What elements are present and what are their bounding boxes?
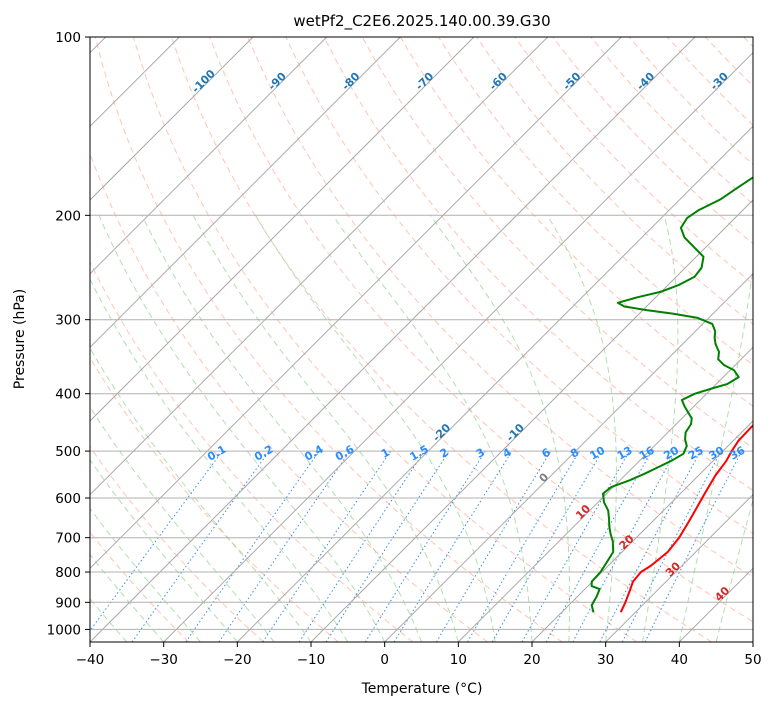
dry-adiabat-line: [132, 37, 638, 642]
y-tick-label: 800: [55, 565, 81, 581]
mixing-ratio-line: [185, 450, 320, 642]
x-axis-label: Temperature (°C): [361, 681, 483, 697]
isotherm-gridline: [90, 37, 328, 275]
mixing-ratio-line: [218, 450, 351, 642]
isotherm-gridline: [90, 37, 401, 349]
mixing-ratio-line: [298, 450, 425, 642]
y-tick-label: 600: [55, 491, 81, 507]
mixing-ratio-line: [545, 450, 653, 642]
mixing-ratio-line: [521, 450, 630, 642]
mixing-ratio-line: [131, 450, 270, 642]
x-tick-label: 10: [450, 652, 467, 668]
x-axis-ticks: −40 −30 −20 −10 0 10 20 30 40 50: [76, 642, 762, 668]
y-tick-label: 1000: [47, 622, 81, 638]
moist-adiabat-line: [90, 347, 312, 642]
plot-area: 0.1 0.2 0.4 0.6 1 1.5 2 3 4 6 8 10 13 16 20 25 30 36-100-…: [90, 37, 753, 642]
profile-series: [590, 176, 753, 613]
isotherm-gridline: [236, 125, 753, 642]
moist-adiabat-line: [546, 215, 617, 642]
y-tick-label: 100: [55, 30, 81, 46]
moist-adiabat-line: [90, 459, 238, 642]
moist-adiabat-line: [141, 215, 422, 642]
dry-adiabat-line: [94, 37, 563, 642]
isotherm-gridline: [310, 199, 753, 642]
y-tick-label: 700: [55, 531, 81, 547]
dry-adiabat-line: [476, 37, 753, 325]
y-tick-label: 300: [55, 313, 81, 329]
isotherm-gridline: [90, 37, 475, 422]
isotherm-gridline: [90, 37, 696, 642]
isotherm-gridline: [90, 37, 254, 201]
plot-frame: [89, 36, 754, 643]
dry-adiabat-line: [323, 37, 753, 491]
y-tick-label: 500: [55, 444, 81, 460]
mixing-ratio-lines: [90, 450, 743, 642]
moist-adiabat-line: [332, 215, 533, 642]
moist-adiabat-line: [678, 263, 753, 642]
x-tick-label: −20: [223, 652, 252, 668]
dry-adiabat-line: [171, 37, 712, 642]
dry-adiabat-line: [285, 37, 753, 535]
mixing-ratio-line: [572, 450, 677, 642]
moist-adiabats: [90, 215, 753, 642]
moist-adiabat-line: [642, 215, 679, 642]
moist-adiabat-line: [98, 215, 386, 642]
isotherm-gridline: [384, 272, 753, 642]
y-axis-ticks: 100 200 300 400 500 600 700 800 900 1000: [47, 30, 90, 638]
temperature-profile-line: [619, 423, 753, 613]
isotherm-gridline: [90, 37, 549, 496]
dry-adiabat-line: [90, 260, 414, 642]
pressure-grid: [90, 37, 753, 630]
mixing-ratio-line: [90, 450, 223, 632]
y-tick-label: 200: [55, 208, 81, 224]
x-tick-label: −10: [297, 652, 326, 668]
isotherm-gridline: [163, 51, 753, 642]
x-tick-label: 0: [380, 652, 389, 668]
moist-adiabat-line: [192, 215, 459, 642]
y-tick-label: 400: [55, 387, 81, 403]
dry-adiabat-line: [90, 356, 339, 642]
dry-adiabats: [90, 37, 753, 642]
x-tick-label: −40: [76, 652, 105, 668]
dry-adiabat-line: [514, 37, 753, 285]
y-tick-label: 900: [55, 595, 81, 611]
x-tick-label: 50: [744, 652, 761, 668]
chart-title: wetPf2_C2E6.2025.140.00.39.G30: [293, 12, 550, 31]
dewpoint-profile-line: [590, 176, 753, 613]
y-axis-label: Pressure (hPa): [12, 289, 28, 389]
mixing-ratio-line: [393, 450, 513, 642]
dry-adiabat-line: [209, 37, 753, 623]
dry-adiabat-line: [90, 446, 264, 642]
isotherm-gridline: [90, 37, 622, 570]
moist-adiabat-line: [429, 215, 571, 642]
x-tick-label: −30: [149, 652, 178, 668]
isotherm-gridline: [605, 493, 753, 642]
dry-adiabat-line: [247, 37, 753, 578]
mixing-ratio-line: [644, 450, 743, 642]
isotherm-gridline: [531, 420, 753, 642]
mixing-ratio-line: [262, 450, 392, 642]
x-tick-label: 40: [671, 652, 688, 668]
x-tick-label: 30: [597, 652, 614, 668]
isotherm-gridline: [457, 346, 753, 642]
x-tick-label: 20: [523, 652, 540, 668]
isotherm-grid: [90, 37, 753, 642]
mixing-ratio-line: [325, 450, 450, 642]
moist-adiabat-line: [90, 406, 275, 642]
